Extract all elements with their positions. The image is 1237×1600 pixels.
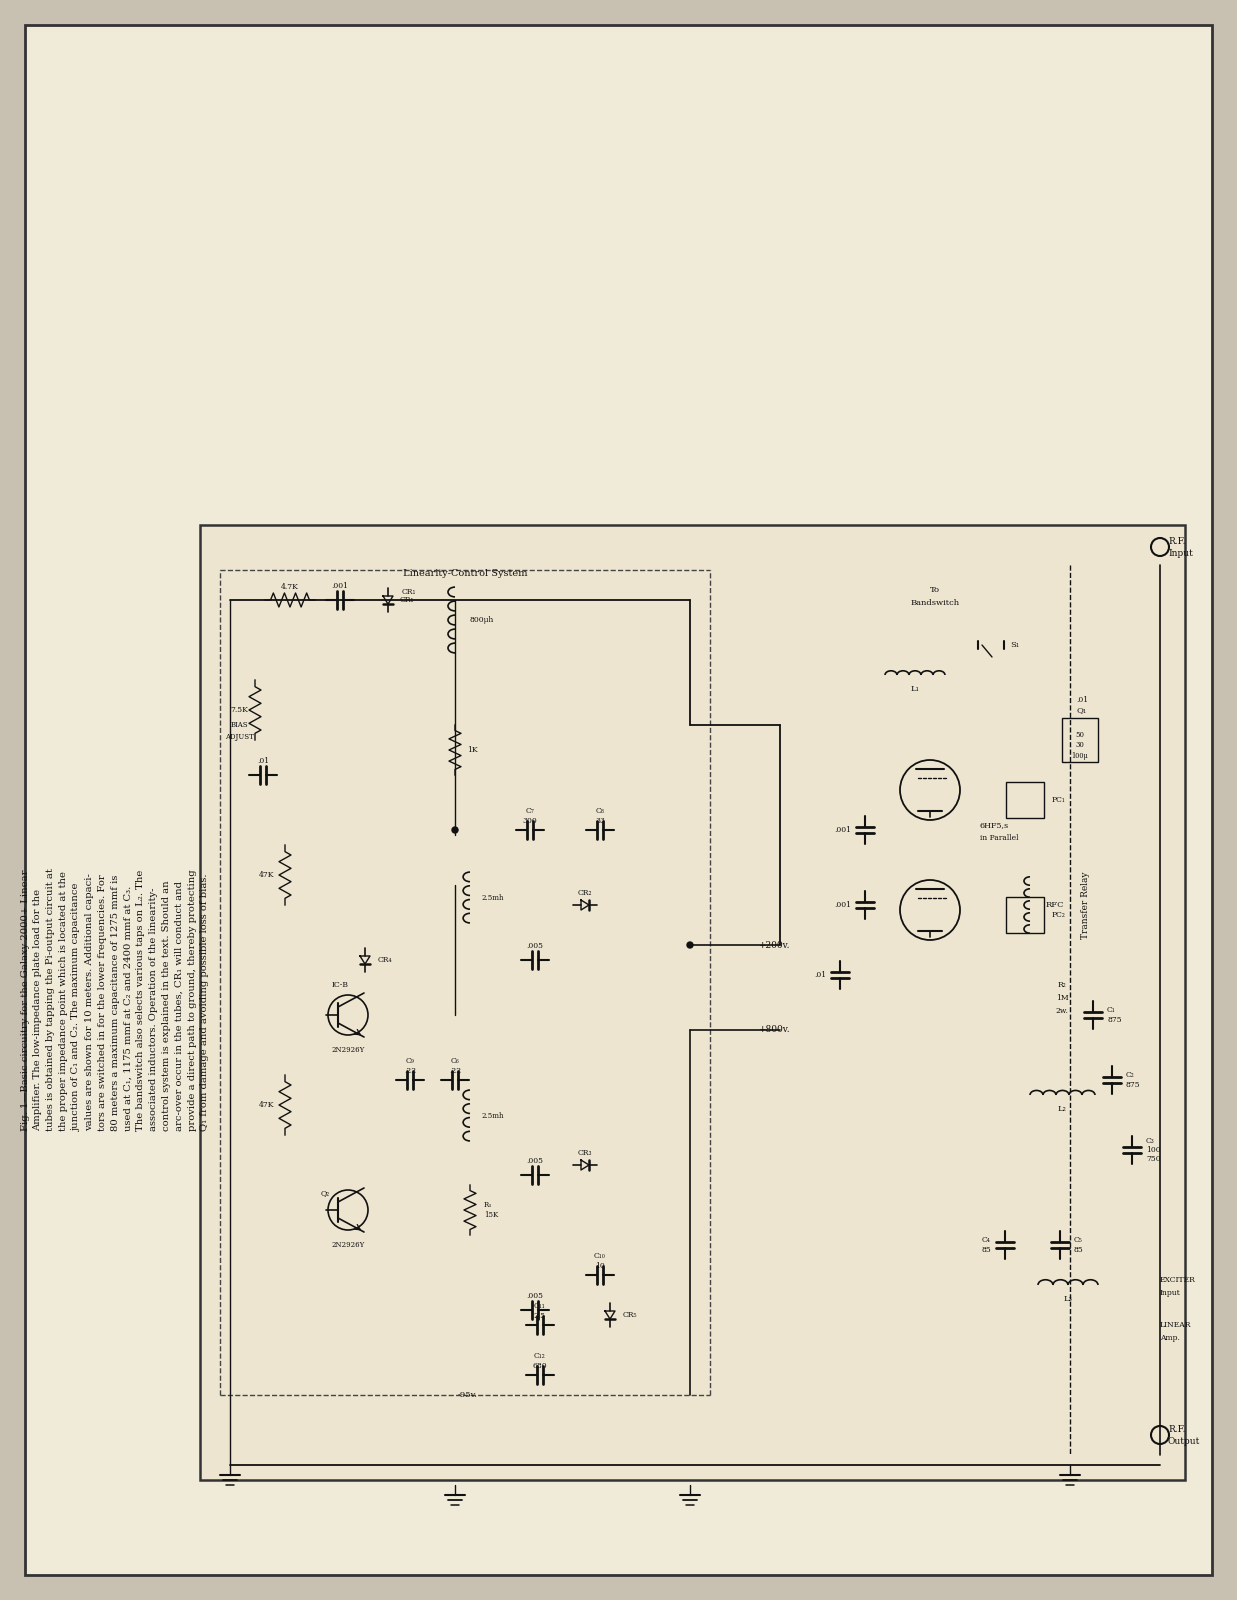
Text: C₉
.22: C₉ .22 (404, 1058, 416, 1075)
Text: 50: 50 (1075, 731, 1085, 739)
Text: Input: Input (1160, 1290, 1181, 1298)
Text: 47K: 47K (260, 1101, 275, 1109)
Text: .005: .005 (527, 942, 543, 950)
Text: 1M: 1M (1055, 994, 1069, 1002)
Bar (200, 525, 1185, 1480)
Text: in Parallel: in Parallel (980, 834, 1018, 842)
Text: S₁: S₁ (1009, 642, 1019, 650)
Text: ADJUST: ADJUST (225, 733, 254, 741)
Text: .01: .01 (257, 757, 270, 765)
Text: CR₁: CR₁ (402, 587, 417, 595)
Text: L₃: L₃ (1064, 1294, 1072, 1302)
Text: Amp.: Amp. (1160, 1334, 1180, 1342)
Text: Output: Output (1168, 1437, 1200, 1446)
Circle shape (452, 827, 458, 834)
Text: BIAS: BIAS (230, 722, 247, 730)
Text: CR₂: CR₂ (578, 890, 593, 898)
Text: 2N2926Y: 2N2926Y (332, 1242, 365, 1250)
Text: Q₁: Q₁ (1077, 706, 1087, 714)
Text: 1K: 1K (468, 746, 477, 754)
Text: PC₂: PC₂ (1051, 910, 1066, 918)
Text: Bandswitch: Bandswitch (910, 598, 960, 606)
Text: C₁₀
10: C₁₀ 10 (594, 1253, 606, 1270)
Text: +200v.: +200v. (758, 941, 789, 949)
Text: 2w.: 2w. (1055, 1006, 1069, 1014)
Text: 100μ: 100μ (1071, 752, 1089, 760)
Text: To: To (930, 586, 940, 594)
Text: L₁: L₁ (910, 685, 919, 693)
Text: LINEAR: LINEAR (1160, 1322, 1191, 1330)
Text: Input: Input (1168, 549, 1192, 558)
Text: .001: .001 (834, 826, 851, 834)
Text: CR₃: CR₃ (578, 1149, 593, 1157)
Text: 6HF5,s: 6HF5,s (980, 821, 1009, 829)
Text: EXCITER: EXCITER (1160, 1277, 1196, 1283)
Text: R.F.: R.F. (1168, 1426, 1185, 1435)
Text: +800v.: +800v. (758, 1026, 789, 1035)
Text: 4.7K: 4.7K (281, 582, 299, 590)
Text: -95v.: -95v. (458, 1390, 477, 1398)
Text: IC-B: IC-B (332, 981, 349, 989)
Bar (1006, 782, 1044, 818)
Text: CR₅: CR₅ (623, 1310, 637, 1318)
Text: C₁₁
2.5: C₁₁ 2.5 (534, 1302, 546, 1320)
Text: Fig. 1—Basic circuitry for the Galaxy 2000+ Linear
Amplifier. The low-impedance : Fig. 1—Basic circuitry for the Galaxy 20… (21, 869, 209, 1131)
Text: R.F.: R.F. (1168, 538, 1185, 547)
Text: 2.5mh: 2.5mh (482, 894, 505, 902)
Text: C₁₂
680: C₁₂ 680 (533, 1352, 547, 1370)
Bar (1063, 718, 1098, 762)
Text: .01: .01 (814, 971, 826, 979)
Text: C₅
85: C₅ 85 (1074, 1237, 1084, 1254)
Text: .001: .001 (332, 582, 349, 590)
Text: 30: 30 (1075, 741, 1085, 749)
Text: 2N2926Y: 2N2926Y (332, 1046, 365, 1054)
Text: C₁
875: C₁ 875 (1107, 1006, 1122, 1024)
Text: .005: .005 (527, 1157, 543, 1165)
Text: C₇
300: C₇ 300 (522, 808, 537, 824)
Text: Transfer Relay: Transfer Relay (1080, 872, 1090, 939)
Text: C₂
875: C₂ 875 (1126, 1072, 1141, 1088)
Text: C₄
85: C₄ 85 (981, 1237, 991, 1254)
Text: RFC: RFC (1047, 901, 1065, 909)
Circle shape (687, 942, 693, 947)
Text: 2.5mh: 2.5mh (482, 1112, 505, 1120)
Text: 800μh: 800μh (469, 616, 494, 624)
Text: R₂: R₂ (1058, 981, 1066, 989)
Text: .001: .001 (834, 901, 851, 909)
Text: R₃
15K: R₃ 15K (484, 1202, 499, 1219)
Text: 7.5K: 7.5K (230, 706, 247, 714)
Text: C₆
.22: C₆ .22 (449, 1058, 461, 1075)
Text: CR₄: CR₄ (379, 955, 392, 963)
Text: C₈
33: C₈ 33 (595, 808, 605, 824)
Text: .005: .005 (527, 1293, 543, 1299)
Text: CR₁: CR₁ (400, 595, 414, 603)
Text: 47K: 47K (260, 870, 275, 878)
Text: C₃
100
750: C₃ 100 750 (1145, 1136, 1160, 1163)
Text: PC₁: PC₁ (1051, 795, 1066, 803)
Text: Linearity-Control System: Linearity-Control System (403, 568, 527, 578)
Text: .01: .01 (1076, 696, 1089, 704)
Text: Q₂: Q₂ (320, 1189, 330, 1197)
Text: L₂: L₂ (1058, 1106, 1066, 1114)
Bar (1006, 898, 1044, 933)
